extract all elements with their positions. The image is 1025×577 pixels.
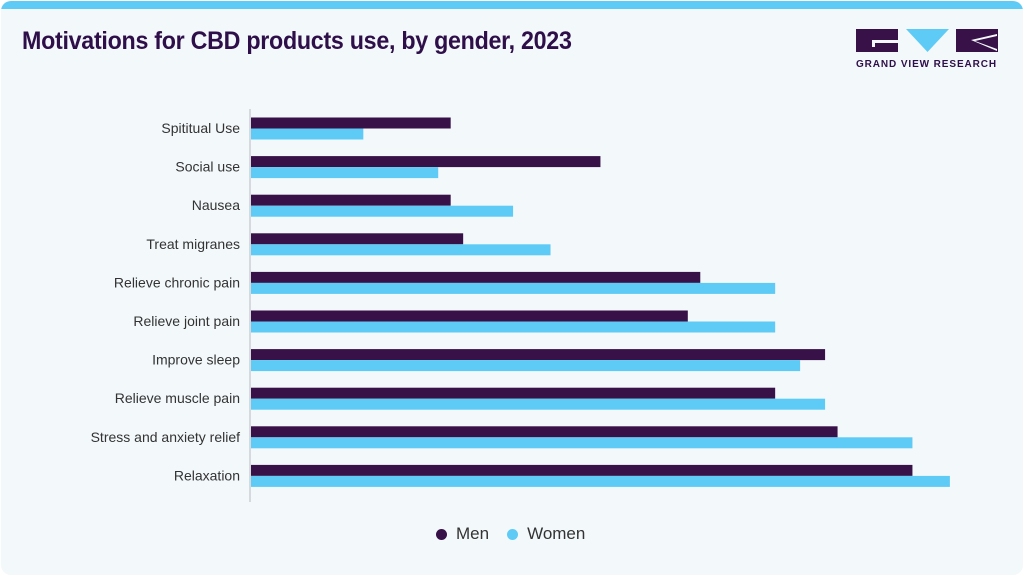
category-label: Relieve muscle pain (115, 390, 240, 406)
bar-women-relieve-joint-pain[interactable] (251, 321, 776, 333)
legend-marker-women (507, 528, 519, 540)
bar-women-improve-sleep[interactable] (251, 360, 801, 372)
category-label: Spititual Use (161, 120, 240, 136)
chart-title: Motivations for CBD products use, by gen… (22, 27, 572, 55)
brand-name: GRAND VIEW RESEARCH (856, 59, 997, 70)
bar-women-relieve-chronic-pain[interactable] (251, 282, 776, 294)
grand-view-research-logo-icon (856, 29, 998, 52)
category-label: Relaxation (174, 467, 240, 483)
bar-men-relaxation[interactable] (251, 464, 913, 476)
category-label: Treat migranes (146, 236, 240, 252)
legend-label-women: Women (527, 524, 586, 543)
bar-men-relieve-joint-pain[interactable] (251, 310, 688, 322)
bar-men-relieve-chronic-pain[interactable] (251, 271, 701, 283)
bar-women-relieve-muscle-pain[interactable] (251, 398, 826, 410)
category-label: Improve sleep (152, 352, 240, 368)
legend-item-women[interactable]: Women (507, 524, 585, 544)
top-accent-bar (1, 1, 1023, 9)
bar-women-treat-migranes[interactable] (251, 244, 551, 256)
bar-men-treat-migranes[interactable] (251, 233, 464, 245)
bar-women-relaxation[interactable] (251, 475, 950, 487)
legend-label-men: Men (456, 524, 490, 543)
category-label: Relieve joint pain (133, 313, 240, 329)
bar-men-nausea[interactable] (251, 194, 451, 206)
category-label: Social use (175, 159, 240, 175)
bar-women-stress-and-anxiety-relief[interactable] (251, 437, 913, 449)
bar-men-spititual-use[interactable] (251, 117, 451, 129)
bar-women-social-use[interactable] (251, 167, 439, 179)
bar-men-improve-sleep[interactable] (251, 349, 826, 361)
legend: Men Women (436, 524, 603, 544)
bar-men-stress-and-anxiety-relief[interactable] (251, 426, 838, 438)
category-label: Relieve chronic pain (114, 274, 240, 290)
category-label: Nausea (192, 197, 240, 213)
legend-marker-men (436, 528, 447, 540)
bar-men-social-use[interactable] (251, 156, 601, 168)
bar-women-nausea[interactable] (251, 205, 514, 217)
bar-men-relieve-muscle-pain[interactable] (251, 387, 776, 399)
category-label: Stress and anxiety relief (91, 429, 241, 445)
bar-women-spititual-use[interactable] (251, 128, 364, 140)
legend-item-men[interactable]: Men (436, 524, 489, 544)
